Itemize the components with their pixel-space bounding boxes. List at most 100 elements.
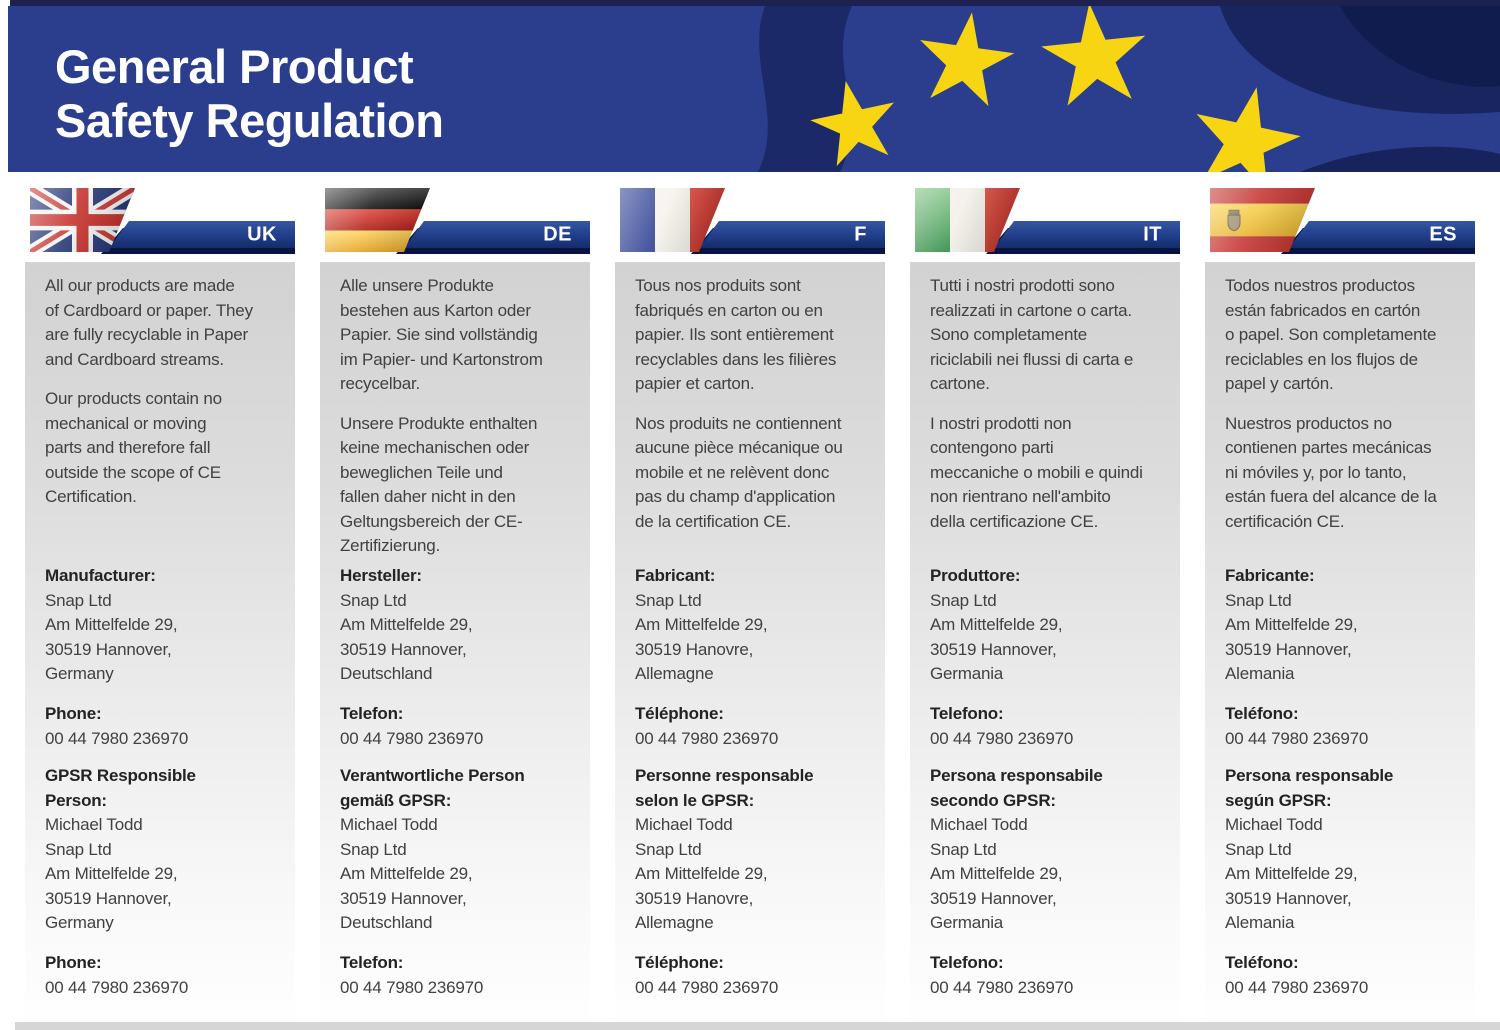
language-column-fr: F Tous nos produits sont fabriqués en ca… [615, 185, 885, 1030]
manufacturer-label: Hersteller: [340, 566, 422, 585]
gpsr-person-address: Michael Todd Snap Ltd Am Mittelfelde 29,… [930, 815, 1063, 932]
gpsr-person-block: Personne responsable selon le GPSR: Mich… [635, 764, 879, 936]
page-title-line-2: Safety Regulation [55, 94, 444, 147]
phone-number-2: 00 44 7980 236970 [635, 977, 779, 997]
manufacturer-address: Snap Ltd Am Mittelfelde 29, 30519 Hannov… [340, 590, 473, 684]
intro-paragraph-2: I nostri prodotti non contengono parti m… [930, 413, 1143, 531]
eu-flag-graphic [740, 6, 1500, 172]
info-box-uk: All our products are made of Cardboard o… [25, 262, 295, 1030]
gpsr-person-address: Michael Todd Snap Ltd Am Mittelfelde 29,… [1225, 815, 1358, 932]
phone-label-2: Teléfono: [1225, 953, 1299, 972]
phone-number-2: 00 44 7980 236970 [1225, 977, 1369, 997]
tab-band: IT [994, 221, 1180, 248]
language-tab-es: ES [1205, 185, 1475, 255]
language-code-label: ES [1429, 223, 1457, 245]
gpsr-person-block: Persona responsable según GPSR: Michael … [1225, 764, 1469, 936]
intro-text: Alle unsere Produkte bestehen aus Karton… [340, 274, 584, 559]
manufacturer-block: Manufacturer: Snap Ltd Am Mittelfelde 29… [45, 564, 289, 687]
manufacturer-address: Snap Ltd Am Mittelfelde 29, 30519 Hanovr… [635, 590, 768, 684]
phone-number: 00 44 7980 236970 [635, 728, 779, 748]
manufacturer-label: Produttore: [930, 566, 1021, 585]
language-tab-uk: UK [25, 185, 295, 255]
manufacturer-block: Fabricant: Snap Ltd Am Mittelfelde 29, 3… [635, 564, 879, 687]
phone-number: 00 44 7980 236970 [930, 728, 1074, 748]
phone-number-2: 00 44 7980 236970 [45, 977, 189, 997]
language-column-uk: UK All our products are made of Cardboar… [25, 185, 295, 1030]
tab-band: DE [404, 221, 590, 248]
gpsr-person-block: Verantwortliche Person gemäß GPSR: Micha… [340, 764, 584, 936]
manufacturer-label: Manufacturer: [45, 566, 156, 585]
intro-paragraph-1: All our products are made of Cardboard o… [45, 276, 253, 369]
manufacturer-address: Snap Ltd Am Mittelfelde 29, 30519 Hannov… [1225, 590, 1358, 684]
gpsr-person-address: Michael Todd Snap Ltd Am Mittelfelde 29,… [635, 815, 768, 932]
gpsr-person-address: Michael Todd Snap Ltd Am Mittelfelde 29,… [45, 815, 178, 932]
language-tab-fr: F [615, 185, 885, 255]
phone-label-2: Telefon: [340, 953, 404, 972]
manufacturer-block: Fabricante: Snap Ltd Am Mittelfelde 29, … [1225, 564, 1469, 687]
phone-number-2: 00 44 7980 236970 [930, 977, 1074, 997]
tab-band: ES [1289, 221, 1475, 248]
language-code-label: DE [543, 223, 572, 245]
intro-text: Tous nos produits sont fabriqués en cart… [635, 274, 879, 534]
intro-paragraph-1: Tous nos produits sont fabriqués en cart… [635, 276, 837, 393]
intro-text: Todos nuestros productos están fabricado… [1225, 274, 1469, 534]
uk-flag-icon [30, 188, 135, 252]
phone-block-2: Telefon: 00 44 7980 236970 [340, 951, 584, 1000]
phone-number: 00 44 7980 236970 [45, 728, 189, 748]
tab-band: UK [109, 221, 295, 248]
phone-label: Telefon: [340, 704, 404, 723]
header-banner: General Product Safety Regulation [8, 6, 1500, 172]
gpsr-person-label: GPSR Responsible Person: [45, 766, 196, 810]
language-column-es: ES Todos nuestros pr [1205, 185, 1475, 1030]
info-box-it: Tutti i nostri prodotti sono realizzati … [910, 262, 1180, 1030]
phone-number: 00 44 7980 236970 [1225, 728, 1369, 748]
phone-block: Teléfono: 00 44 7980 236970 [1225, 702, 1469, 751]
phone-number-2: 00 44 7980 236970 [340, 977, 484, 997]
page-title: General Product Safety Regulation [55, 40, 444, 148]
phone-label: Telefono: [930, 704, 1004, 723]
language-column-de: DE Alle unsere Produkte bestehen aus Kar… [320, 185, 590, 1030]
france-flag-icon [620, 188, 725, 252]
language-tab-de: DE [320, 185, 590, 255]
manufacturer-address: Snap Ltd Am Mittelfelde 29, 30519 Hannov… [930, 590, 1063, 684]
info-box-de: Alle unsere Produkte bestehen aus Karton… [320, 262, 590, 1030]
gpsr-person-label: Verantwortliche Person gemäß GPSR: [340, 766, 525, 810]
manufacturer-block: Hersteller: Snap Ltd Am Mittelfelde 29, … [340, 564, 584, 687]
intro-text: Tutti i nostri prodotti sono realizzati … [930, 274, 1174, 534]
italy-flag-icon [915, 188, 1020, 252]
phone-label: Téléphone: [635, 704, 724, 723]
manufacturer-address: Snap Ltd Am Mittelfelde 29, 30519 Hannov… [45, 590, 178, 684]
manufacturer-block: Produttore: Snap Ltd Am Mittelfelde 29, … [930, 564, 1174, 687]
phone-label-2: Telefono: [930, 953, 1004, 972]
intro-paragraph-2: Nuestros productos no contienen partes m… [1225, 413, 1437, 531]
phone-block-2: Téléphone: 00 44 7980 236970 [635, 951, 879, 1000]
manufacturer-label: Fabricant: [635, 566, 716, 585]
intro-text: All our products are made of Cardboard o… [45, 274, 289, 510]
phone-block-2: Teléfono: 00 44 7980 236970 [1225, 951, 1469, 1000]
phone-block: Telefono: 00 44 7980 236970 [930, 702, 1174, 751]
language-column-it: IT Tutti i nostri prodotti sono realizza… [910, 185, 1180, 1030]
phone-label: Teléfono: [1225, 704, 1299, 723]
language-code-label: UK [247, 223, 277, 245]
top-edge-strip [10, 0, 1500, 6]
info-box-es: Todos nuestros productos están fabricado… [1205, 262, 1475, 1030]
tab-band: F [699, 221, 885, 248]
phone-block: Phone: 00 44 7980 236970 [45, 702, 289, 751]
gpsr-person-label: Persona responsable según GPSR: [1225, 766, 1394, 810]
intro-paragraph-2: Our products contain no mechanical or mo… [45, 389, 222, 506]
language-tab-it: IT [910, 185, 1180, 255]
gpsr-person-block: GPSR Responsible Person: Michael Todd Sn… [45, 764, 289, 936]
manufacturer-label: Fabricante: [1225, 566, 1315, 585]
language-code-label: F [854, 223, 867, 245]
intro-paragraph-1: Tutti i nostri prodotti sono realizzati … [930, 276, 1134, 393]
phone-label: Phone: [45, 704, 102, 723]
language-code-label: IT [1143, 223, 1162, 245]
intro-paragraph-2: Unsere Produkte enthalten keine mechanis… [340, 413, 538, 556]
intro-paragraph-1: Todos nuestros productos están fabricado… [1225, 276, 1437, 393]
info-box-fr: Tous nos produits sont fabriqués en cart… [615, 262, 885, 1030]
gpsr-person-address: Michael Todd Snap Ltd Am Mittelfelde 29,… [340, 815, 473, 932]
gpsr-person-label: Persona responsabile secondo GPSR: [930, 766, 1103, 810]
bottom-edge-strip [15, 1022, 1500, 1030]
gpsr-person-block: Persona responsabile secondo GPSR: Micha… [930, 764, 1174, 936]
phone-number: 00 44 7980 236970 [340, 728, 484, 748]
